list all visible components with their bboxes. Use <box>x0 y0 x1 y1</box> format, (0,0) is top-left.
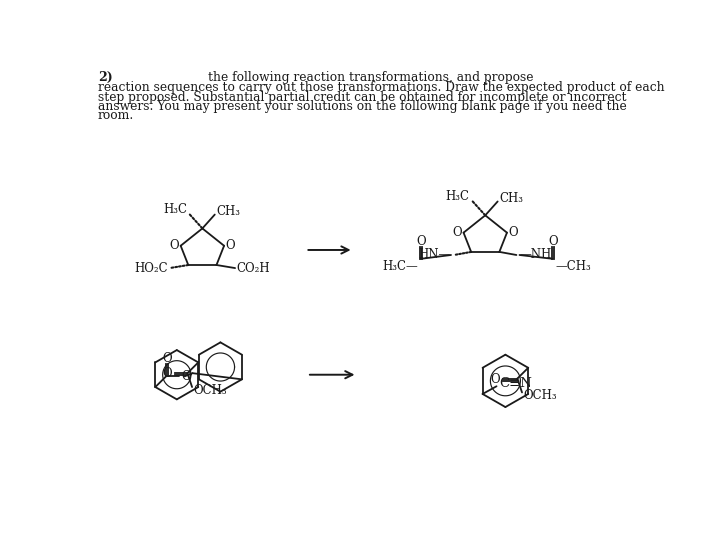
Text: CH₃: CH₃ <box>499 192 523 205</box>
Text: CH₃: CH₃ <box>216 205 240 218</box>
Text: H₃C: H₃C <box>163 203 187 216</box>
Text: O: O <box>162 352 172 365</box>
Text: CO₂H: CO₂H <box>237 261 270 275</box>
Text: O: O <box>162 368 172 380</box>
Text: C≡N: C≡N <box>499 378 532 390</box>
Text: O: O <box>491 373 500 386</box>
Text: 2): 2) <box>98 71 112 85</box>
Text: O: O <box>169 239 179 252</box>
Text: OCH₃: OCH₃ <box>194 384 228 396</box>
Text: OCH₃: OCH₃ <box>523 389 557 402</box>
Text: H₃C—: H₃C— <box>383 260 418 273</box>
Text: step proposed. Substantial partial credit can be obtained for incomplete or inco: step proposed. Substantial partial credi… <box>98 91 626 103</box>
Text: reaction sequences to carry out those transformations. Draw the expected product: reaction sequences to carry out those tr… <box>98 81 665 95</box>
Text: answers. You may present your solutions on the following blank page if you need : answers. You may present your solutions … <box>98 100 626 113</box>
Text: —CH₃: —CH₃ <box>555 260 591 273</box>
Text: O: O <box>181 370 192 383</box>
Text: O: O <box>452 226 462 239</box>
Text: O: O <box>548 235 558 247</box>
Text: H₃C: H₃C <box>446 190 469 203</box>
Text: room.: room. <box>98 109 134 122</box>
Text: O: O <box>225 239 235 252</box>
Text: the following reaction transformations, and propose: the following reaction transformations, … <box>208 71 534 85</box>
Text: O: O <box>508 226 518 239</box>
Text: —NH: —NH <box>520 249 552 261</box>
Text: HO₂C: HO₂C <box>135 261 168 275</box>
Text: O: O <box>416 235 426 247</box>
Text: HN—: HN— <box>419 249 451 261</box>
